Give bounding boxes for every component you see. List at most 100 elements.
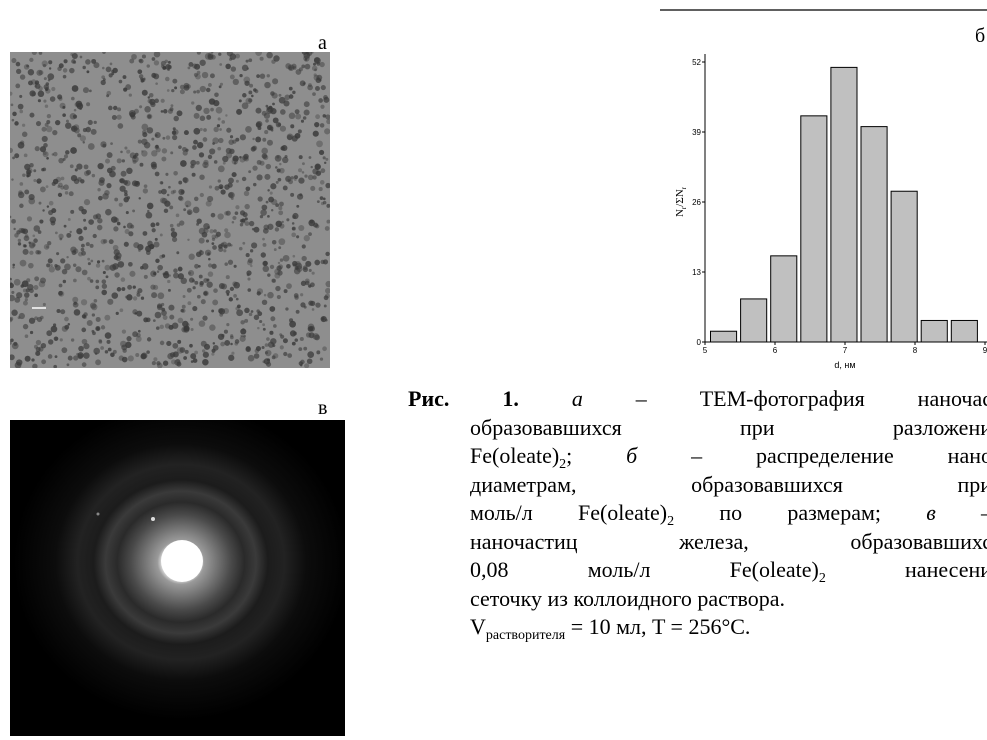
particle (162, 272, 166, 276)
particle (286, 133, 294, 141)
particle (285, 307, 289, 311)
particle (208, 257, 211, 261)
particle (320, 104, 325, 109)
particle (194, 280, 199, 285)
particle (143, 274, 148, 279)
particle (231, 220, 235, 224)
particle (58, 157, 64, 164)
particle (295, 309, 300, 314)
particle (43, 143, 48, 148)
particle (28, 80, 33, 86)
particle (242, 241, 246, 245)
particle (78, 251, 83, 257)
x-tick-label: 5 (703, 346, 708, 355)
particle (277, 270, 283, 276)
particle (21, 123, 26, 127)
particle (18, 312, 25, 320)
particle (272, 78, 279, 85)
particle (236, 108, 243, 115)
particle (183, 130, 189, 136)
particle (270, 91, 275, 96)
particle (235, 137, 240, 142)
caption-text: в (926, 500, 936, 525)
particle (123, 180, 128, 185)
particle (42, 209, 45, 212)
particle (44, 122, 49, 127)
particle (322, 200, 327, 205)
particle (109, 62, 113, 66)
particle (171, 88, 175, 93)
particle (245, 126, 252, 133)
particle (221, 333, 225, 338)
particle (145, 211, 153, 219)
particle (279, 167, 285, 174)
particle (124, 180, 131, 187)
particle (23, 64, 30, 70)
particle (211, 348, 216, 353)
particle (61, 268, 68, 275)
particle (26, 167, 33, 174)
particle (177, 317, 184, 324)
particle (51, 86, 56, 92)
particle (97, 162, 104, 170)
particle (314, 68, 317, 72)
particle (153, 284, 159, 290)
particle (202, 315, 208, 321)
particle (265, 349, 272, 357)
particle (144, 106, 151, 113)
particle (309, 300, 316, 307)
particle (128, 261, 133, 267)
bar (950, 319, 978, 343)
particle (248, 58, 253, 63)
tem-image (10, 52, 330, 368)
particle (247, 288, 252, 292)
particle (165, 172, 169, 176)
caption-text: моль/л Fe(oleate) (470, 500, 668, 525)
particle (83, 352, 90, 359)
particle (224, 262, 228, 266)
particle (35, 250, 40, 255)
particle (159, 340, 165, 346)
panel-label: а (318, 32, 327, 54)
particle (318, 149, 325, 156)
particle (20, 228, 26, 234)
particle (120, 150, 123, 154)
particle (141, 77, 146, 82)
particle (161, 188, 167, 195)
particle (106, 90, 112, 96)
particle (151, 57, 156, 61)
particle (225, 210, 231, 216)
particle (323, 295, 329, 301)
particle (222, 161, 226, 165)
particle (34, 80, 40, 85)
particle (160, 64, 165, 68)
particle (80, 299, 88, 306)
x-axis-label: d, нм (834, 360, 855, 370)
particle (81, 243, 85, 248)
particle (36, 316, 43, 323)
caption-text: наночастиц железа, образовавшихс (470, 528, 987, 554)
particle (151, 361, 156, 366)
particle (305, 280, 310, 286)
particle (306, 358, 313, 365)
particle (232, 155, 239, 162)
particle (71, 52, 78, 59)
particle (71, 85, 79, 92)
particle (50, 325, 58, 333)
particle (156, 270, 160, 273)
particle (154, 98, 159, 104)
particle (224, 231, 231, 239)
caption-text: растворителя (485, 628, 566, 643)
particle (126, 294, 133, 301)
particle (92, 233, 97, 239)
particle (305, 260, 312, 267)
y-label-subscript: r (680, 186, 688, 189)
particle (278, 206, 283, 211)
particle (72, 263, 77, 268)
particle (191, 172, 196, 177)
particle (261, 147, 268, 155)
particle (307, 174, 314, 181)
particle (170, 231, 178, 238)
particle (292, 254, 296, 258)
particle (98, 195, 103, 201)
